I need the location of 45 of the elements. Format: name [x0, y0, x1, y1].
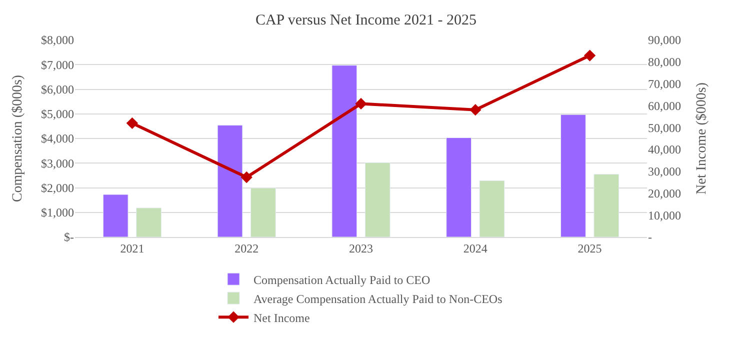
- y2-tick-label: 80,000: [648, 55, 681, 70]
- x-tick-label: 2022: [234, 241, 259, 256]
- bar: [250, 188, 276, 237]
- y2-tick-label: 30,000: [648, 164, 681, 179]
- y-tick-label: $5,000: [41, 107, 74, 122]
- y-tick-label: $6,000: [41, 82, 74, 96]
- y2-tick-label: 40,000: [648, 142, 681, 157]
- point: [240, 171, 252, 184]
- legend-label: Compensation Actually Paid to CEO: [254, 272, 430, 287]
- y2-axis-title: Net Income ($000s): [694, 82, 710, 194]
- bar: [136, 208, 162, 237]
- point: [355, 98, 367, 110]
- bar: [102, 194, 128, 237]
- y2-tick-label: -: [648, 230, 652, 244]
- x-tick-label: 2025: [578, 241, 602, 256]
- y2-tick-label: 70,000: [648, 76, 681, 91]
- bar: [446, 138, 472, 237]
- y-tick-label: $7,000: [41, 58, 74, 72]
- y-tick-label: $1,000: [41, 206, 74, 220]
- bar: [364, 162, 390, 237]
- bar: [594, 174, 620, 237]
- chart-title: CAP versus Net Income 2021 - 2025: [255, 12, 477, 28]
- legend-label: Average Compensation Actually Paid to Non-CEOs: [254, 292, 503, 306]
- legend-label: Net Income: [254, 310, 310, 325]
- point: [126, 117, 138, 130]
- y2-tick-label: 60,000: [648, 98, 681, 113]
- y-tick-label: $-: [64, 230, 74, 244]
- bar: [479, 180, 505, 237]
- y2-tick-label: 10,000: [648, 208, 681, 222]
- x-tick-label: 2023: [349, 241, 373, 256]
- y2-tick-label: 20,000: [648, 186, 681, 200]
- bar: [332, 65, 358, 237]
- bar: [217, 124, 243, 237]
- bar: [560, 114, 586, 237]
- y-tick-label: $3,000: [41, 156, 74, 170]
- y-tick-label: $2,000: [41, 180, 74, 195]
- point: [584, 50, 596, 62]
- x-tick-label: 2024: [463, 241, 488, 256]
- y-tick-label: $4,000: [41, 132, 74, 146]
- y2-tick-label: 50,000: [648, 120, 681, 135]
- y2-tick-label: 90,000: [648, 33, 681, 48]
- x-tick-label: 2021: [120, 241, 144, 256]
- point: [470, 104, 482, 116]
- y-tick-label: $8,000: [41, 33, 74, 48]
- y-axis-title: Compensation ($000s): [10, 74, 26, 202]
